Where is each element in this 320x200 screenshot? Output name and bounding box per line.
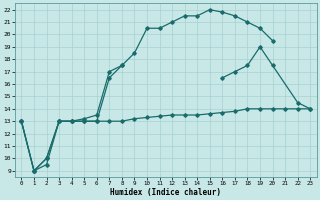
X-axis label: Humidex (Indice chaleur): Humidex (Indice chaleur) — [110, 188, 221, 197]
